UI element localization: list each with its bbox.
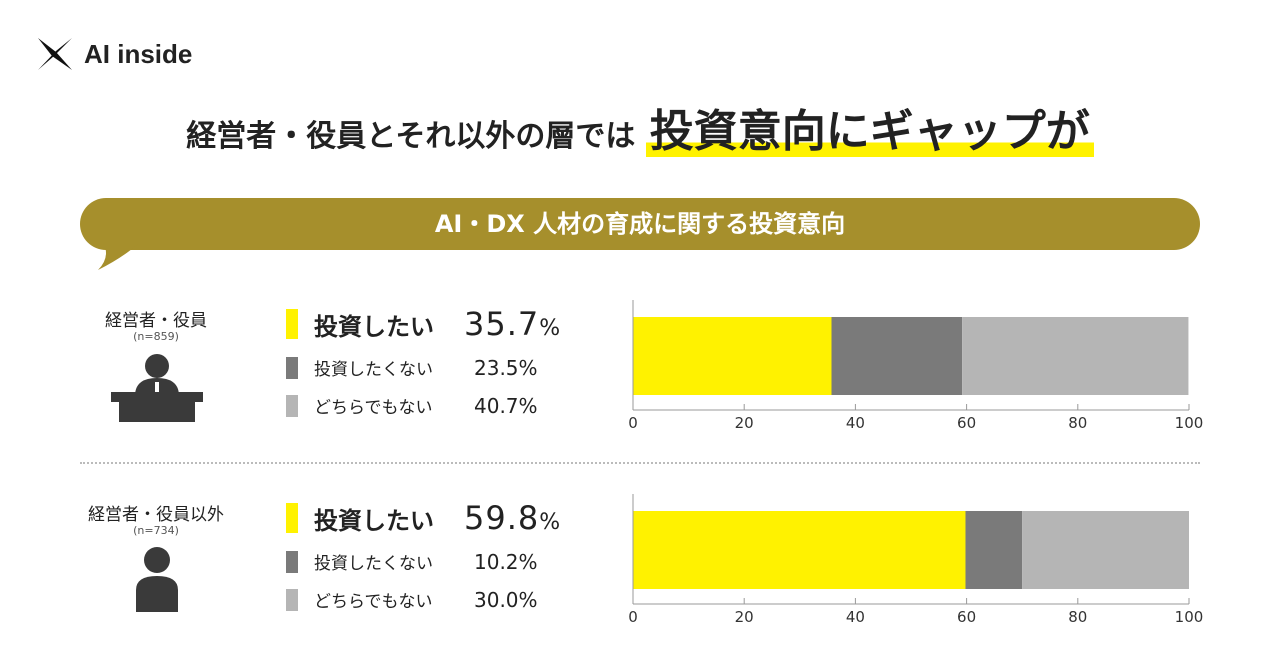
legend-value: 40.7% xyxy=(474,393,538,418)
group-label: 経営者・役員 xyxy=(105,311,207,331)
bar-segment xyxy=(965,511,1023,589)
legend-label: 投資したい xyxy=(314,312,434,341)
x-tick-label: 80 xyxy=(1068,608,1087,626)
legend-swatch xyxy=(286,550,298,573)
group-sample-size: (n=734) xyxy=(133,524,179,537)
legend-label: どちらでもない xyxy=(314,592,433,612)
x-tick-label: 100 xyxy=(1175,608,1204,626)
value-unit: % xyxy=(539,316,562,341)
chart-banner: AI・DX 人材の育成に関する投資意向 xyxy=(80,198,1200,250)
legend-label: 投資したい xyxy=(314,506,434,535)
x-tick-label: 40 xyxy=(846,608,865,626)
bar-segment xyxy=(633,317,832,395)
executive-at-desk-icon xyxy=(111,352,203,426)
ai-inside-x-logo-icon xyxy=(38,38,72,70)
legend-swatch xyxy=(286,503,298,533)
bar-segment xyxy=(1022,511,1189,589)
x-tick-label: 0 xyxy=(628,608,638,626)
x-tick-label: 60 xyxy=(957,608,976,626)
value-number: 59.8 xyxy=(464,499,540,537)
legend-value: 35.7% xyxy=(464,305,561,343)
legend-value: 30.0% xyxy=(474,587,538,612)
page-title: 経営者・役員とそれ以外の層では 投資意向にギャップが xyxy=(0,95,1280,159)
legend-swatch xyxy=(286,394,298,417)
group-sample-size: (n=859) xyxy=(133,330,179,343)
bar-segment xyxy=(962,317,1189,395)
legend-value: 59.8% xyxy=(464,499,561,537)
bar-segment xyxy=(831,317,963,395)
legend-neither: どちらでもない 30.0% xyxy=(286,587,538,612)
x-tick-label: 0 xyxy=(628,414,638,432)
x-tick-label: 80 xyxy=(1068,414,1087,432)
legend-label: 投資したくない xyxy=(314,360,433,380)
legend-value: 10.2% xyxy=(474,549,538,574)
legend-swatch xyxy=(286,356,298,379)
speech-bubble-tail xyxy=(98,244,138,270)
legend-label: どちらでもない xyxy=(314,398,433,418)
legend-want: 投資したい 35.7% xyxy=(286,305,561,343)
divider xyxy=(80,462,1200,464)
legend-swatch xyxy=(286,588,298,611)
x-tick-label: 60 xyxy=(957,414,976,432)
legend-not-want: 投資したくない 10.2% xyxy=(286,549,538,574)
legend-swatch xyxy=(286,309,298,339)
legend-label: 投資したくない xyxy=(314,554,433,574)
legend-not-want: 投資したくない 23.5% xyxy=(286,355,538,380)
group-label: 経営者・役員以外 xyxy=(88,505,224,525)
legend-value: 23.5% xyxy=(474,355,538,380)
x-tick-label: 20 xyxy=(735,608,754,626)
x-tick-label: 100 xyxy=(1175,414,1204,432)
x-tick-label: 40 xyxy=(846,414,865,432)
title-part: 経営者・役員とそれ以外の層では xyxy=(186,119,636,154)
value-number: 35.7 xyxy=(464,305,540,343)
value-unit: % xyxy=(539,510,562,535)
title-highlight: 投資意向にギャップが xyxy=(645,106,1094,157)
person-icon xyxy=(134,546,180,616)
legend-want: 投資したい 59.8% xyxy=(286,499,561,537)
legend-neither: どちらでもない 40.7% xyxy=(286,393,538,418)
logo: AI inside xyxy=(36,36,192,72)
x-tick-label: 20 xyxy=(735,414,754,432)
logo-text: AI inside xyxy=(84,38,193,69)
bar-segment xyxy=(633,511,966,589)
